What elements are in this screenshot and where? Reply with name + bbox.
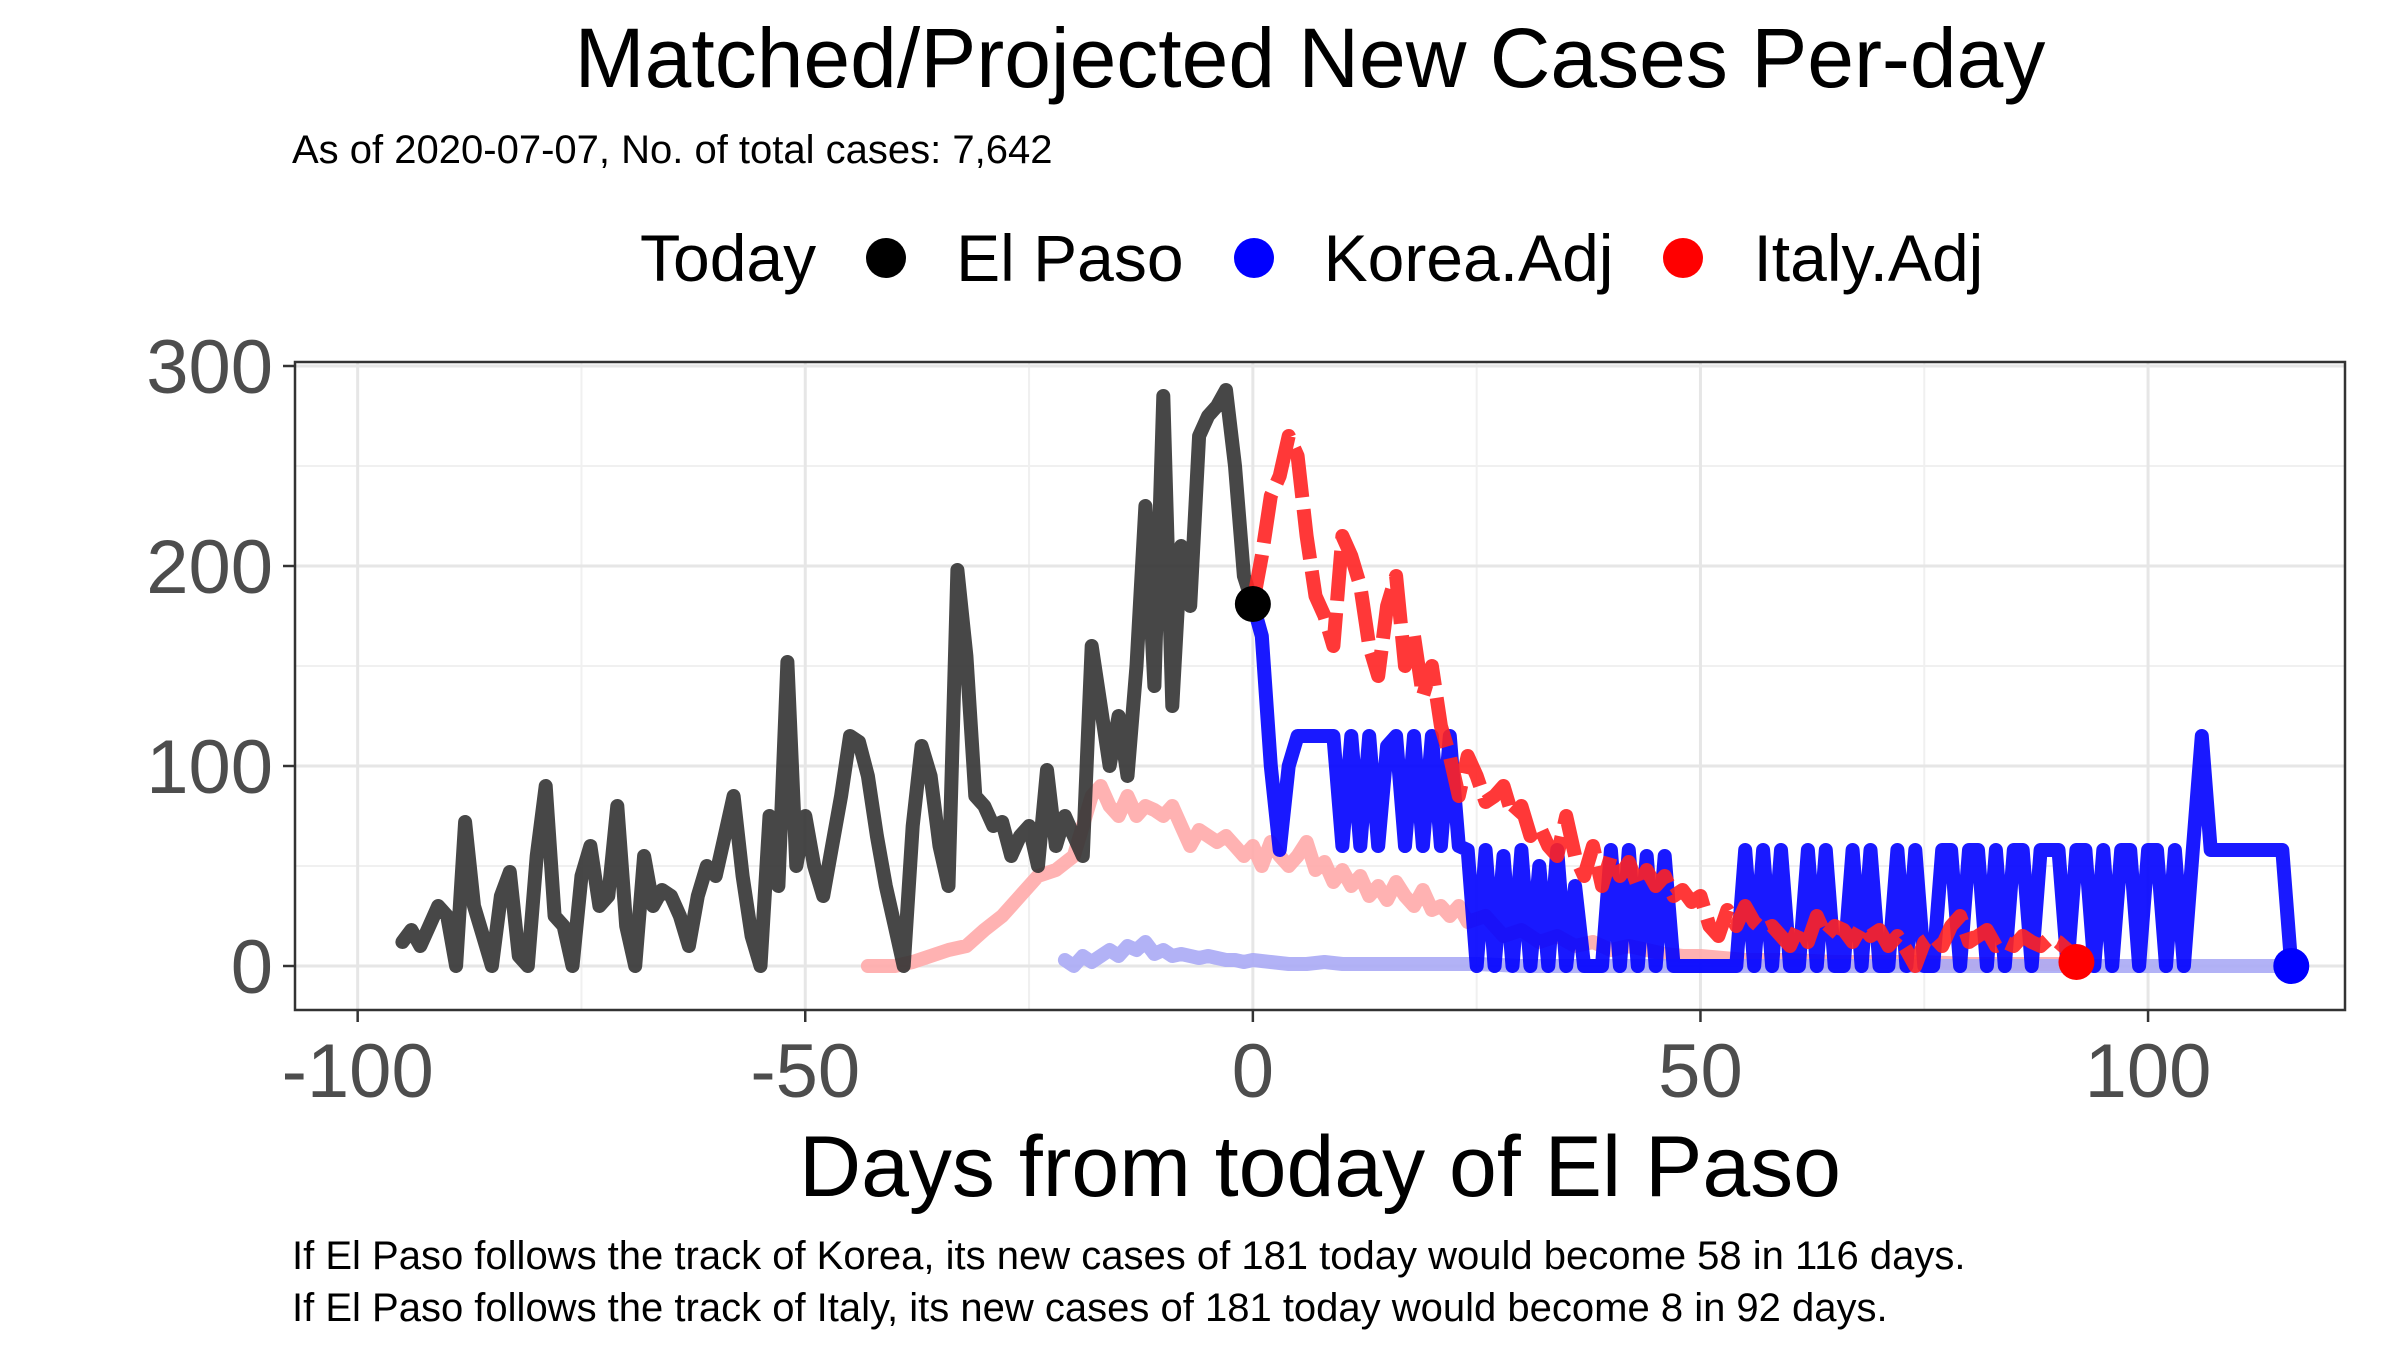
y-tick-label: 300 <box>146 325 273 410</box>
series-line-korea <box>1057 935 2299 973</box>
legend-label-korea-adj: Korea.Adj <box>1323 221 1614 295</box>
x-tick-label: 0 <box>1232 1029 1274 1114</box>
chart-title: Matched/Projected New Cases Per-day <box>574 11 2046 105</box>
series-line-italy-adj <box>1246 429 2083 973</box>
legend-dot-el-paso <box>866 238 907 278</box>
legend-dot-korea-adj <box>1233 238 1274 278</box>
legend-item-korea-adj: Korea.Adj <box>1233 220 1614 296</box>
legend-item-italy-adj: Italy.Adj <box>1663 220 1983 296</box>
y-tick-label: 200 <box>146 525 273 610</box>
plot-border <box>293 360 2347 1012</box>
series-line-el-paso <box>395 383 1260 973</box>
chart-subtitle: As of 2020-07-07, No. of total cases: 7,… <box>292 128 1053 172</box>
legend-dot-italy-adj <box>1663 238 1704 278</box>
x-tick-label: -50 <box>750 1029 860 1114</box>
today-point-italy-adj <box>2058 944 2095 980</box>
today-point-korea-adj <box>2273 948 2310 984</box>
x-tick-label: -100 <box>282 1029 434 1114</box>
legend-label-italy-adj: Italy.Adj <box>1753 221 1984 295</box>
legend-item-el-paso: El Paso <box>866 220 1184 296</box>
x-axis-label: Days from today of El Paso <box>799 1119 1841 1215</box>
legend-label-el-paso: El Paso <box>956 221 1184 295</box>
caption-korea: If El Paso follows the track of Korea, i… <box>292 1234 1966 1278</box>
legend: Today El Paso Korea.Adj Italy.Adj <box>640 218 2033 298</box>
x-tick-label: 100 <box>2085 1029 2212 1114</box>
series-line-korea-adj <box>1245 597 2299 973</box>
legend-title: Today <box>640 221 817 295</box>
y-tick-label: 0 <box>231 925 273 1010</box>
x-tick-label: 50 <box>1658 1029 1743 1114</box>
today-point-el-paso <box>1234 586 1271 622</box>
y-tick-label: 100 <box>146 725 273 810</box>
caption-italy: If El Paso follows the track of Italy, i… <box>292 1286 1888 1330</box>
